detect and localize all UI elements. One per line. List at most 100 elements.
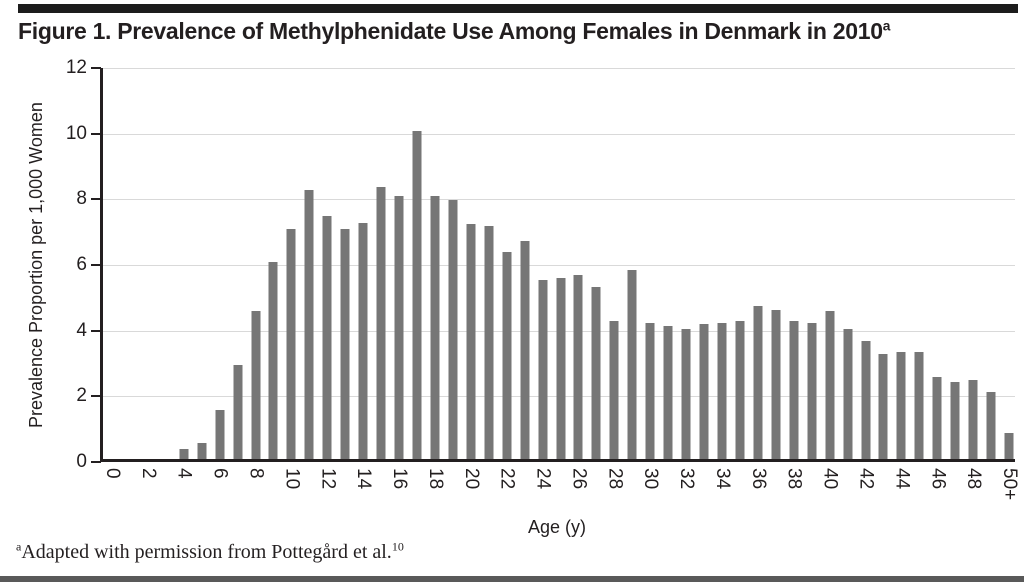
bar-age-13 [340, 229, 350, 459]
bar-age-27 [591, 286, 601, 459]
x-tick-label-16: 16 [389, 468, 410, 490]
bar-age-25 [556, 278, 565, 459]
x-tick-label-44: 44 [891, 468, 913, 490]
y-tick-mark-10 [91, 132, 101, 135]
bottom-divider-rule [0, 576, 1024, 582]
gridline-y-6 [103, 265, 1015, 266]
bar-age-47 [950, 381, 960, 459]
bar-age-9 [268, 262, 278, 459]
figure-title-superscript: a [882, 18, 891, 34]
bar-age-50+ [1004, 432, 1014, 459]
x-tick-label-34: 34 [712, 468, 733, 490]
bar-age-39 [807, 322, 817, 459]
bar-age-36 [753, 306, 763, 459]
top-divider-rule [18, 4, 1018, 13]
bar-age-32 [681, 329, 691, 459]
bar-age-6 [215, 409, 225, 459]
footnote-text: Adapted with permission from Pottegård e… [21, 541, 392, 563]
bar-age-44 [896, 352, 906, 459]
y-tick-label-12: 12 [65, 57, 87, 78]
x-tick-label-48: 48 [963, 468, 985, 490]
bar-age-8 [251, 311, 260, 459]
bar-age-12 [322, 216, 332, 459]
bar-age-21 [484, 225, 494, 459]
bar-age-18 [430, 196, 440, 459]
bar-age-20 [466, 224, 476, 459]
bar-age-28 [609, 321, 619, 459]
x-tick-label-46: 46 [927, 468, 949, 490]
x-tick-label-26: 26 [568, 468, 590, 490]
x-tick-label-10: 10 [281, 468, 303, 490]
bar-age-14 [358, 222, 368, 459]
bar-age-33 [699, 324, 709, 459]
bar-age-29 [627, 270, 637, 459]
y-tick-mark-12 [91, 67, 101, 69]
bar-age-45 [914, 352, 924, 459]
x-tick-label-20: 20 [460, 468, 482, 490]
bar-age-30 [645, 322, 655, 459]
footnote-reference: 10 [391, 539, 404, 554]
bar-age-23 [520, 240, 530, 459]
x-tick-label-4: 4 [173, 468, 195, 479]
gridline-y-10 [103, 133, 1015, 135]
gridline-y-8 [103, 199, 1015, 201]
y-tick-mark-4 [91, 329, 101, 332]
bar-age-38 [789, 321, 799, 459]
x-tick-label-12: 12 [317, 468, 339, 490]
x-tick-label-30: 30 [640, 468, 662, 490]
bar-age-49 [986, 391, 996, 459]
bar-age-5 [197, 442, 207, 459]
x-tick-label-8: 8 [245, 468, 267, 479]
x-tick-label-14: 14 [353, 468, 375, 490]
x-tick-label-50+: 50+ [999, 468, 1020, 501]
y-tick-mark-2 [91, 395, 101, 398]
bar-age-34 [717, 322, 727, 459]
y-tick-mark-8 [91, 198, 101, 201]
gridline-y-12 [103, 68, 1015, 69]
x-tick-label-40: 40 [819, 468, 841, 490]
x-tick-label-28: 28 [604, 468, 626, 490]
bar-age-37 [771, 309, 781, 459]
x-axis-title: Age (y) [527, 517, 587, 537]
bar-age-43 [878, 353, 888, 459]
bar-age-26 [573, 275, 583, 459]
y-tick-label-6: 6 [76, 254, 87, 275]
bar-age-41 [843, 329, 853, 459]
x-tick-label-0: 0 [102, 468, 123, 479]
x-tick-label-24: 24 [532, 468, 554, 490]
bar-age-35 [735, 321, 745, 459]
bar-age-31 [663, 326, 673, 459]
bar-age-22 [502, 252, 512, 459]
bar-age-16 [394, 196, 404, 459]
figure-title-text: Figure 1. Prevalence of Methylphenidate … [18, 18, 883, 44]
y-tick-label-4: 4 [76, 319, 87, 341]
x-tick-label-32: 32 [676, 468, 698, 490]
x-tick-label-42: 42 [855, 468, 877, 490]
x-tick-label-2: 2 [137, 468, 159, 479]
bar-age-4 [179, 449, 189, 459]
y-tick-mark-6 [91, 264, 101, 266]
x-tick-label-22: 22 [496, 468, 518, 490]
figure-title: Figure 1. Prevalence of Methylphenidate … [18, 18, 890, 45]
bar-age-17 [412, 130, 422, 459]
x-tick-label-18: 18 [424, 468, 446, 490]
footnote-marker: a [16, 539, 22, 554]
bar-age-42 [861, 340, 870, 459]
y-tick-label-0: 0 [76, 451, 87, 472]
bar-age-24 [538, 280, 548, 459]
y-tick-label-2: 2 [76, 385, 87, 407]
bar-age-46 [932, 376, 942, 459]
bar-age-19 [448, 199, 458, 459]
y-tick-label-8: 8 [76, 188, 87, 210]
bar-age-11 [304, 189, 314, 459]
footnote: aAdapted with permission from Pottegård … [16, 539, 404, 564]
y-tick-label-10: 10 [65, 122, 87, 144]
bar-age-10 [286, 229, 296, 459]
plot-area: 0 2 4 6 8 10 12 0 2 4 6 8 10 12 14 16 18 20 22 24 26 28 30 32 34… [66, 57, 1020, 500]
y-tick-mark-0 [91, 461, 101, 463]
x-tick-label-6: 6 [209, 468, 231, 479]
bar-age-48 [968, 380, 978, 459]
bar-age-15 [376, 186, 386, 459]
bar-age-40 [825, 311, 835, 459]
